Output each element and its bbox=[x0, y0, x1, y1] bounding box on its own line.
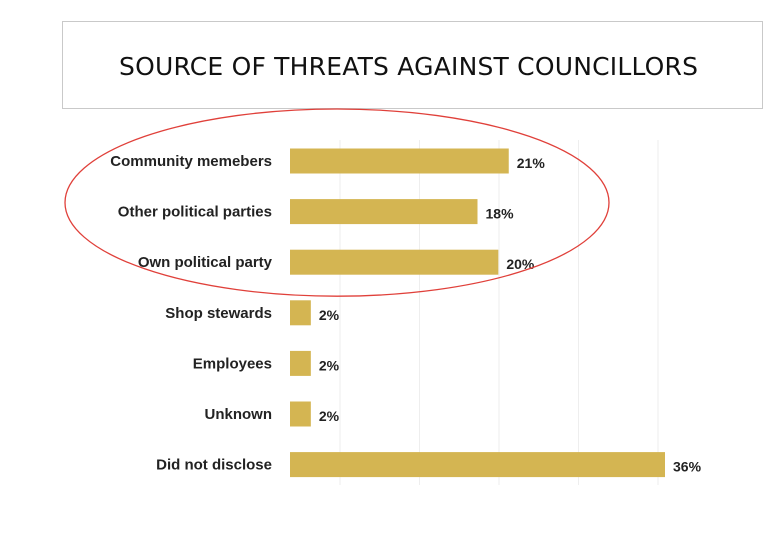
category-label: Own political party bbox=[138, 254, 273, 271]
value-label: 18% bbox=[486, 206, 515, 222]
category-label: Did not disclose bbox=[156, 457, 272, 474]
bar bbox=[290, 148, 509, 174]
category-label: Community memebers bbox=[110, 153, 272, 170]
value-label: 20% bbox=[506, 256, 535, 272]
highlight bbox=[64, 108, 610, 297]
category-label: Unknown bbox=[205, 406, 273, 423]
bar bbox=[290, 199, 478, 225]
bar bbox=[290, 300, 311, 326]
value-label: 2% bbox=[319, 357, 340, 373]
bar bbox=[290, 452, 665, 478]
bar bbox=[290, 350, 311, 376]
category-label: Employees bbox=[193, 355, 272, 372]
bar bbox=[290, 401, 311, 427]
value-label: 2% bbox=[319, 307, 340, 323]
labels: Community memebers 21% Other political par… bbox=[110, 153, 701, 475]
value-label: 2% bbox=[319, 408, 340, 424]
highlight-ellipse bbox=[64, 108, 610, 297]
page-title: SOURCE OF THREATS AGAINST COUNCILLORS bbox=[119, 52, 699, 81]
value-label: 36% bbox=[673, 459, 702, 475]
grid-lines bbox=[339, 140, 659, 485]
value-label: 21% bbox=[517, 155, 546, 171]
bars bbox=[290, 148, 665, 478]
category-label: Other political parties bbox=[118, 204, 272, 221]
title-box: SOURCE OF THREATS AGAINST COUNCILLORS bbox=[62, 21, 763, 109]
category-label: Shop stewards bbox=[165, 305, 272, 322]
bar bbox=[290, 249, 499, 275]
